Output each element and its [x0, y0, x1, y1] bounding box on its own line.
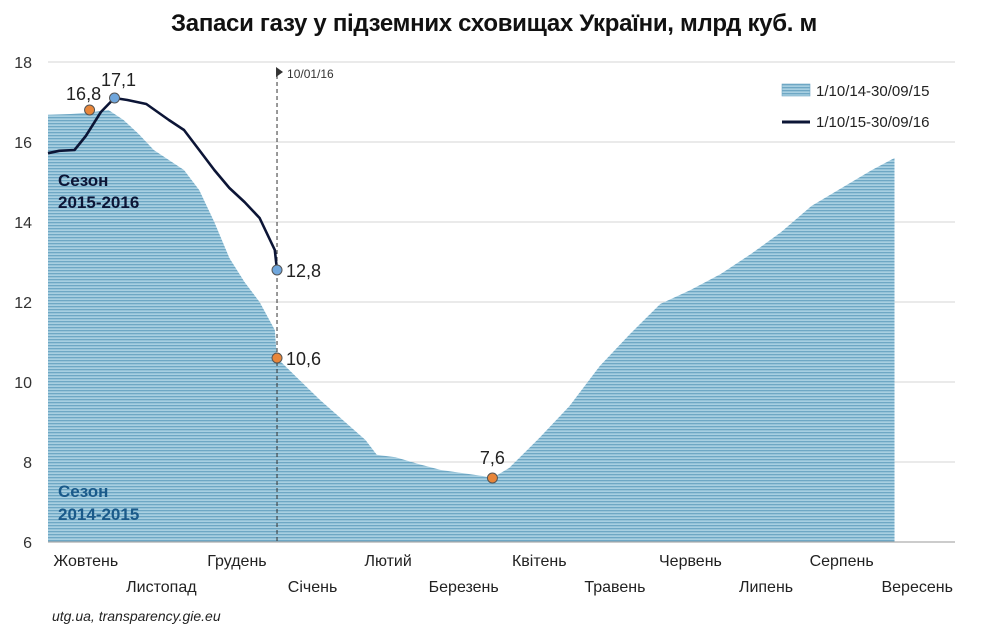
- point-label: 7,6: [480, 448, 505, 468]
- x-tick-label: Березень: [429, 579, 499, 596]
- x-tick-label: Грудень: [207, 553, 266, 570]
- x-tick-label: Лютий: [364, 553, 411, 570]
- point-marker: [84, 104, 96, 116]
- y-tick-label: 8: [23, 455, 32, 472]
- reference-line: 10/01/16: [276, 67, 334, 542]
- point-label: 12,8: [286, 261, 321, 281]
- chart-title: Запаси газу у підземних сховищах України…: [171, 10, 817, 37]
- y-tick-label: 16: [14, 135, 32, 152]
- y-tick-label: 18: [14, 55, 32, 72]
- x-tick-label: Січень: [288, 579, 338, 596]
- x-tick-label: Серпень: [810, 553, 874, 570]
- legend-swatch-area: [781, 83, 811, 97]
- area-series-2014-2015: [48, 110, 895, 542]
- y-tick-label: 12: [14, 295, 32, 312]
- point-label: 17,1: [101, 70, 136, 90]
- x-tick-label: Листопад: [126, 579, 197, 596]
- point-marker: [271, 352, 283, 364]
- point-label: 10,6: [286, 349, 321, 369]
- y-tick-label: 10: [14, 375, 32, 392]
- point-marker: [271, 264, 283, 276]
- x-tick-label: Жовтень: [53, 553, 118, 570]
- point-marker: [486, 472, 498, 484]
- legend-label: 1/10/14-30/09/15: [816, 83, 929, 100]
- x-tick-label: Квітень: [512, 553, 567, 570]
- point-markers: 16,817,1 12,8 10,6 7,6: [66, 70, 505, 484]
- x-tick-label: Липень: [739, 579, 793, 596]
- season-label: Сезон: [58, 171, 108, 190]
- reference-line-label: 10/01/16: [287, 67, 334, 81]
- legend: 1/10/14-30/09/15 1/10/15-30/09/16: [781, 83, 929, 131]
- season-label: 2014-2015: [58, 505, 139, 524]
- source-note: utg.ua, transparency.gie.eu: [52, 608, 221, 624]
- x-tick-label: Вересень: [881, 579, 952, 596]
- area-series: [48, 110, 895, 542]
- legend-label: 1/10/15-30/09/16: [816, 114, 929, 131]
- annotations: Сезон 2015-2016 Сезон 2014-2015: [58, 171, 139, 524]
- line-series-2015-2016: [47, 96, 279, 271]
- y-tick-label: 14: [14, 215, 32, 232]
- axes: 6 8 10 12 14 16 18 Жовтень Листопад Грудень Січень…: [14, 55, 955, 596]
- y-tick-label: 6: [23, 535, 32, 552]
- x-tick-label: Травень: [584, 579, 645, 596]
- season-label: Сезон: [58, 482, 108, 501]
- point-marker: [109, 92, 121, 104]
- reference-marker-icon: [276, 67, 284, 77]
- point-label: 16,8: [66, 84, 101, 104]
- season-label: 2015-2016: [58, 193, 139, 212]
- x-tick-label: Червень: [659, 553, 722, 570]
- line-series: [47, 96, 279, 271]
